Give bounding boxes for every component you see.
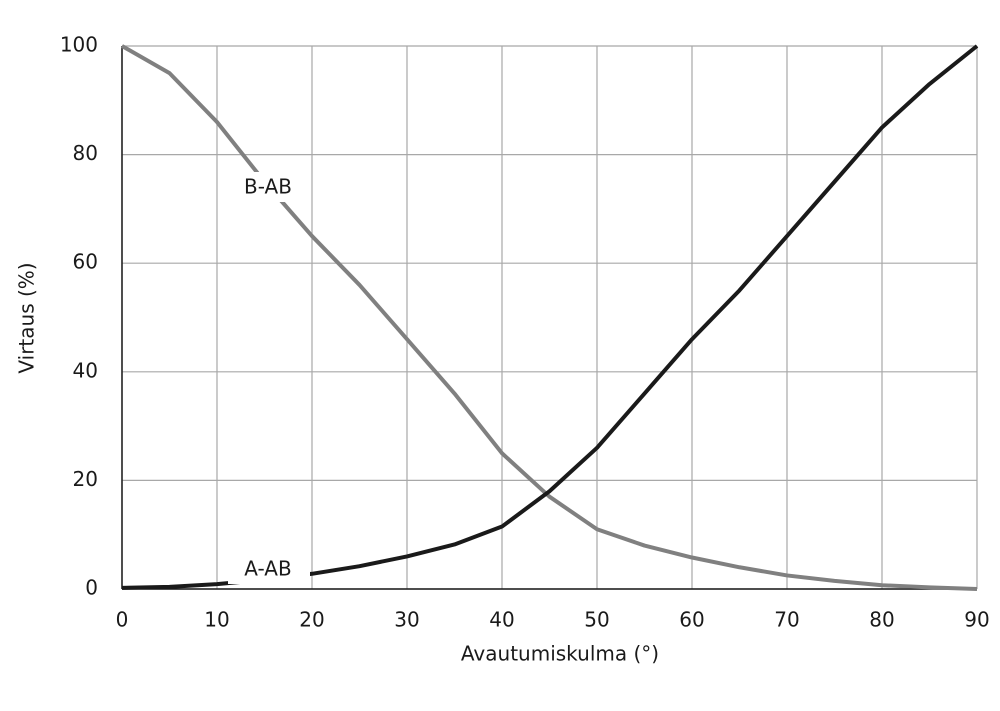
x-tick-label: 70 (774, 608, 799, 632)
x-tick-label: 50 (584, 608, 609, 632)
y-tick-label: 80 (73, 141, 98, 165)
line-series (121, 44, 978, 591)
y-axis-label: Virtaus (%) (15, 262, 39, 373)
label-background (228, 172, 310, 202)
x-tick-label: 10 (204, 608, 229, 632)
x-tick-label: 90 (964, 608, 989, 632)
x-tick-label: 40 (489, 608, 514, 632)
series-label: A-AB (244, 557, 291, 581)
label-background (228, 554, 310, 584)
line-series (121, 44, 979, 590)
x-tick-label: 0 (116, 608, 129, 632)
y-tick-label: 20 (73, 467, 98, 491)
x-tick-label: 80 (869, 608, 894, 632)
y-tick-label: 40 (73, 358, 98, 382)
x-tick-label: 60 (679, 608, 704, 632)
y-tick-label: 60 (73, 250, 98, 274)
x-tick-label: 30 (394, 608, 419, 632)
y-tick-label: 100 (60, 33, 98, 57)
series-label: B-AB (244, 175, 292, 199)
y-tick-label: 0 (85, 576, 98, 600)
x-tick-label: 20 (299, 608, 324, 632)
x-axis-label: Avautumiskulma (°) (461, 642, 659, 666)
